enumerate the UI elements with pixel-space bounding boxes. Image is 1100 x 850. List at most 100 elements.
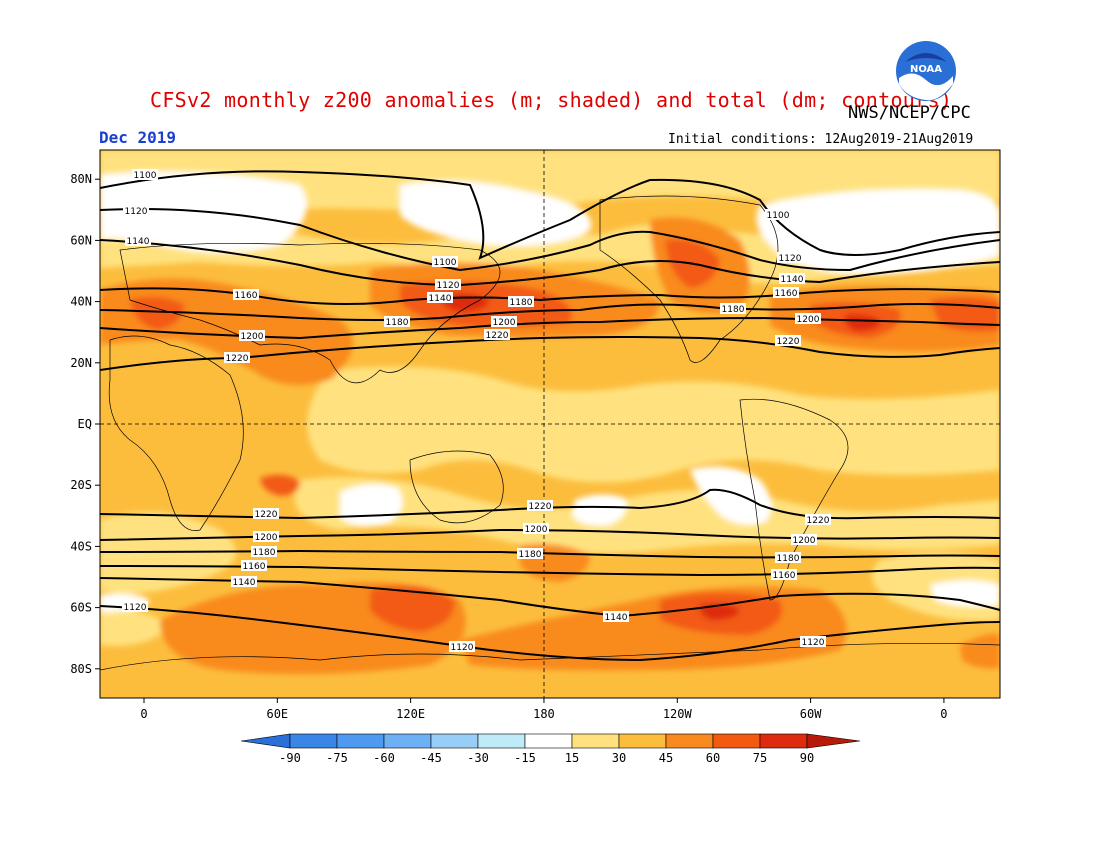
colorbar-label: 75 (753, 751, 767, 765)
contour-label: 1200 (523, 523, 549, 535)
svg-text:1180: 1180 (722, 305, 745, 315)
colorbar-bin (712, 733, 761, 749)
colorbar-label: -75 (326, 751, 348, 765)
coast-eurasia (119, 242, 501, 384)
contour-label: 1140 (125, 235, 151, 247)
contour-label: 1100 (765, 209, 791, 221)
lat-label: 20S (70, 478, 92, 492)
lon-label: 60E (266, 707, 288, 721)
svg-text:1180: 1180 (386, 318, 409, 328)
contour-1120-south (100, 605, 1000, 662)
coast-africa (108, 335, 244, 531)
contour-label: 1180 (775, 552, 801, 564)
map-title: CFSv2 monthly z200 anomalies (m; shaded)… (150, 88, 953, 112)
contour-label: 1120 (777, 252, 803, 264)
contour-label: 1160 (771, 569, 797, 581)
contour-label: 1200 (795, 313, 821, 325)
svg-text:1120: 1120 (779, 254, 802, 264)
lon-label: 60W (800, 707, 822, 721)
noaa-logo-icon: NOAA (896, 41, 956, 101)
anomaly-45-60-se-corner (960, 633, 1000, 669)
contour-label: 1140 (603, 611, 629, 623)
initial-conditions-label: Initial conditions: 12Aug2019-21Aug2019 (668, 132, 974, 147)
svg-text:1220: 1220 (486, 331, 509, 341)
lon-label: 120E (396, 707, 425, 721)
svg-text:1200: 1200 (797, 315, 820, 325)
lon-label: 120W (663, 707, 693, 721)
contour-label: 1160 (773, 287, 799, 299)
svg-text:1180: 1180 (253, 548, 276, 558)
svg-text:1200: 1200 (493, 318, 516, 328)
svg-text:1220: 1220 (255, 510, 278, 520)
anomaly-60-75-mediterranean (130, 296, 185, 330)
contour-label: 1120 (800, 636, 826, 648)
svg-text:1200: 1200 (255, 533, 278, 543)
contour-1220-north (100, 336, 1000, 371)
anomaly-neutral-s-pacific (572, 494, 627, 526)
longitude-axis: 0 60E 120E 180 120W 60W 0 (140, 698, 948, 721)
contour-1180-north (100, 303, 1000, 321)
contour-1220-south (100, 488, 1000, 520)
anomaly-15-30-south (295, 477, 1000, 554)
svg-text:1120: 1120 (802, 638, 825, 648)
lat-label: 80S (70, 662, 92, 676)
svg-text:1160: 1160 (775, 289, 798, 299)
contour-label: 1220 (805, 514, 831, 526)
agency-label: NWS/NCEP/CPC (848, 103, 971, 123)
contour-label: 1200 (253, 531, 279, 543)
svg-text:1200: 1200 (793, 536, 816, 546)
colorbar-label: 90 (800, 751, 814, 765)
coast-antarctica (100, 642, 1000, 671)
lat-label: 40N (70, 295, 92, 309)
contour-labels: 1100 1100 1100 1120 1120 1120 1120 1120 1120 1140… (122, 169, 831, 653)
colorbar-bin (336, 733, 385, 749)
colorbar-bin (571, 733, 620, 749)
colorbar-label: 60 (706, 751, 720, 765)
contour-label: 1180 (720, 303, 746, 315)
colorbar-label: -30 (467, 751, 489, 765)
colorbar-label: -60 (373, 751, 395, 765)
contour-label: 1200 (791, 534, 817, 546)
colorbar-bin (383, 733, 432, 749)
colorbar-label: -90 (279, 751, 301, 765)
anomaly-15-30-arctic (100, 150, 1000, 220)
anomaly-neutral-southern-se (930, 580, 1000, 607)
svg-text:1140: 1140 (429, 294, 452, 304)
anomaly-75-90-n-atlantic (844, 314, 882, 332)
colorbar-arrow-low (240, 733, 291, 749)
contour-label: 1140 (427, 292, 453, 304)
contour-label: 1140 (779, 273, 805, 285)
lat-label: 60N (70, 233, 92, 247)
colorbar-bin (289, 733, 338, 749)
svg-text:1100: 1100 (134, 171, 157, 181)
colorbar-bin (430, 733, 479, 749)
contour-1120-north (100, 208, 1000, 272)
svg-text:1120: 1120 (451, 643, 474, 653)
contour-label: 1200 (491, 316, 517, 328)
anomaly-15-30-tropics (307, 366, 1000, 483)
contour-1140-south (100, 577, 1000, 618)
colorbar-bin (665, 733, 714, 749)
lat-label: 20N (70, 356, 92, 370)
contour-1100-north (100, 170, 1000, 260)
valid-month-label: Dec 2019 (99, 128, 177, 147)
contour-label: 1220 (484, 329, 510, 341)
svg-text:1220: 1220 (529, 502, 552, 512)
contour-label: 1160 (241, 560, 267, 572)
svg-text:1200: 1200 (241, 332, 264, 342)
colorbar-bin (759, 733, 808, 749)
lat-label: EQ (78, 417, 92, 431)
svg-text:1120: 1120 (124, 603, 147, 613)
colorbar-label: 45 (659, 751, 673, 765)
svg-text:1220: 1220 (777, 337, 800, 347)
svg-text:1220: 1220 (226, 354, 249, 364)
anomaly-60-75-southern-indian (370, 585, 455, 632)
contour-label: 1180 (517, 548, 543, 560)
svg-text:1120: 1120 (125, 207, 148, 217)
colorbar-arrow-high (806, 733, 861, 749)
colorbar-bin (618, 733, 667, 749)
contour-label: 1220 (775, 335, 801, 347)
colorbar-label: 15 (565, 751, 579, 765)
contour-label: 1180 (251, 546, 277, 558)
